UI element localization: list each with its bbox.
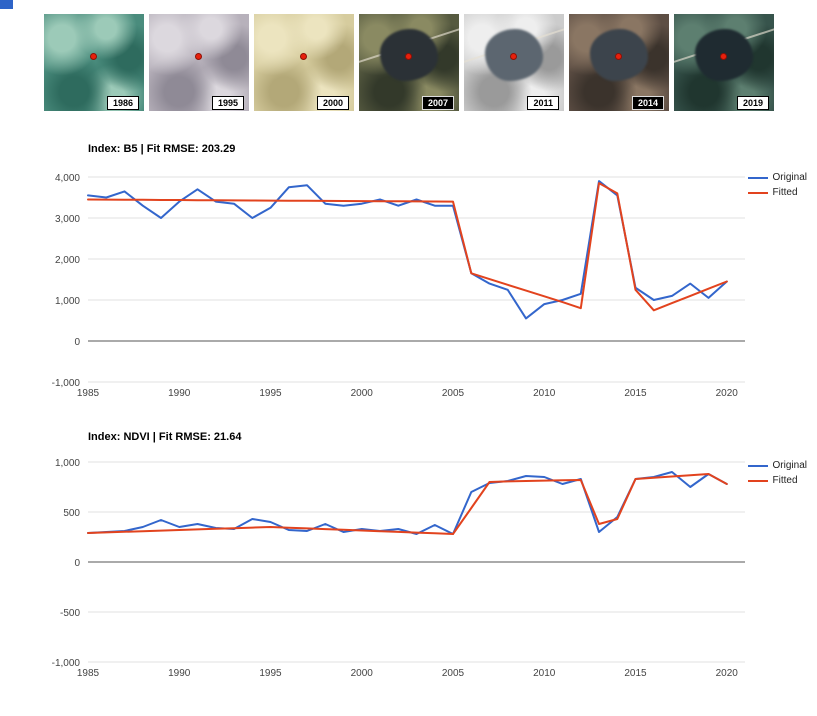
thumbnail-year-label: 2014 <box>631 96 664 110</box>
thumbnail-year-label: 2011 <box>527 96 559 110</box>
satellite-thumbnail: 2014 <box>569 14 669 111</box>
x-tick-label: 2010 <box>533 668 556 679</box>
legend-item-fitted: Fitted <box>747 475 807 486</box>
legend-item-original: Original <box>747 460 807 471</box>
x-tick-label: 1995 <box>259 668 282 679</box>
x-tick-label: 2015 <box>624 668 647 679</box>
location-marker-icon <box>90 52 97 60</box>
x-tick-label: 2010 <box>533 388 556 399</box>
x-tick-label: 1990 <box>168 668 191 679</box>
series-line-fitted <box>87 182 728 312</box>
x-tick-label: 1985 <box>77 668 100 679</box>
satellite-thumbnail: 1995 <box>149 14 249 111</box>
legend-line-original <box>747 464 768 467</box>
legend-label-original: Original <box>772 460 807 471</box>
satellite-thumbnail: 1986 <box>44 14 144 111</box>
series-line-fitted <box>87 473 728 535</box>
satellite-thumbnail: 2011 <box>464 14 564 111</box>
x-tick-label: 1995 <box>259 388 282 399</box>
legend-label-original: Original <box>772 172 807 183</box>
x-tick-label: 2000 <box>351 668 374 679</box>
y-tick-label: -1,000 <box>52 378 81 389</box>
thumbnail-year-label: 1986 <box>106 96 139 110</box>
thumbnail-year-label: 1995 <box>211 96 244 110</box>
chart-ndvi-legend: Original Fitted <box>747 460 807 486</box>
location-marker-icon <box>300 52 307 60</box>
location-marker-icon <box>405 52 412 60</box>
thumbnail-year-label: 2007 <box>421 96 454 110</box>
location-marker-icon <box>720 52 727 60</box>
chart-ndvi-block: Index: NDVI | Fit RMSE: 21.64 1,000 500 0 -… <box>0 431 817 701</box>
thumbnail-year-label: 2000 <box>316 96 349 110</box>
satellite-thumbnail: 2019 <box>674 14 774 111</box>
legend-item-fitted: Fitted <box>747 187 807 198</box>
legend-line-fitted <box>747 191 768 194</box>
chart-b5-title: Index: B5 | Fit RMSE: 203.29 <box>88 143 236 155</box>
satellite-thumbnail: 2000 <box>254 14 354 111</box>
legend-label-fitted: Fitted <box>772 475 798 486</box>
y-tick-label: 1,000 <box>55 296 80 307</box>
x-tick-label: 2020 <box>716 388 739 399</box>
legend-item-original: Original <box>747 172 807 183</box>
x-tick-label: 2000 <box>351 388 374 399</box>
x-tick-label: 2005 <box>442 668 465 679</box>
y-tick-label: 0 <box>74 337 80 348</box>
y-tick-label: -1,000 <box>52 658 81 669</box>
legend-line-original <box>747 176 768 179</box>
location-marker-icon <box>195 52 202 60</box>
y-tick-label: 2,000 <box>55 255 80 266</box>
x-tick-label: 2020 <box>716 668 739 679</box>
chart-ndvi-title: Index: NDVI | Fit RMSE: 21.64 <box>88 431 242 443</box>
x-tick-label: 1985 <box>77 388 100 399</box>
y-tick-label: 0 <box>74 558 80 569</box>
series-line-original <box>87 471 728 535</box>
thumbnail-strip: 1986 1995 2000 2007 2011 <box>44 14 774 111</box>
legend-line-fitted <box>747 479 768 482</box>
y-tick-label: 4,000 <box>55 173 80 184</box>
thumbnail-year-label: 2019 <box>736 96 769 110</box>
y-tick-label: 3,000 <box>55 214 80 225</box>
x-tick-label: 2005 <box>442 388 465 399</box>
chart-b5-legend: Original Fitted <box>747 172 807 198</box>
y-tick-label: -500 <box>60 608 80 619</box>
location-marker-icon <box>615 52 622 60</box>
chart-b5-block: Index: B5 | Fit RMSE: 203.29 4,000 3,000 2… <box>0 143 817 423</box>
satellite-thumbnail: 2007 <box>359 14 459 111</box>
x-tick-label: 2015 <box>624 388 647 399</box>
y-tick-label: 500 <box>63 508 80 519</box>
legend-label-fitted: Fitted <box>772 187 798 198</box>
y-tick-label: 1,000 <box>55 458 80 469</box>
x-tick-label: 1990 <box>168 388 191 399</box>
corner-artifact <box>0 0 13 9</box>
location-marker-icon <box>510 52 517 60</box>
